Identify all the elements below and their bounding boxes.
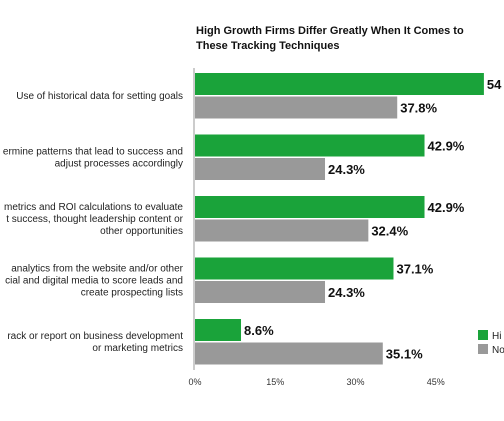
legend-swatch (478, 330, 488, 340)
chart-title: High Growth Firms Differ Greatly When It… (196, 25, 464, 52)
bar-value-label: 37.8% (400, 101, 437, 116)
bar-value-label: 42.9% (428, 200, 465, 215)
category-label: ermine patterns that lead to success and… (3, 146, 183, 169)
x-axis-ticks: 0% 15% 30% 45% (188, 377, 444, 387)
x-tick-label: 0% (188, 377, 201, 387)
legend-label: No (492, 345, 504, 356)
bar-value-label: 42.9% (428, 139, 465, 154)
legend-swatch (478, 344, 488, 354)
bar-no-growth (195, 342, 383, 365)
category-label: rack or report on business development or… (7, 331, 183, 354)
bar-high-growth (195, 257, 394, 280)
bar-no-growth (195, 219, 369, 242)
bar-high-growth (195, 134, 425, 157)
x-tick-label: 45% (427, 377, 445, 387)
bar-value-label: 8.6% (244, 323, 274, 338)
bar-value-label: 37.1% (396, 262, 433, 277)
bar-value-label: 24.3% (328, 162, 365, 177)
category-label: metrics and ROI calculations to evaluate… (4, 202, 184, 237)
bar-high-growth (195, 196, 425, 218)
x-tick-label: 30% (346, 377, 364, 387)
bar-no-growth (195, 158, 326, 180)
bar-no-growth (195, 96, 398, 119)
bars-layer: Use of historical data for setting goals… (3, 73, 502, 365)
category-label: Use of historical data for setting goals (16, 91, 183, 102)
legend-label: Hi (492, 331, 501, 342)
legend: Hi No (478, 330, 504, 356)
bar-value-label: 32.4% (371, 224, 408, 239)
bar-high-growth (195, 73, 484, 95)
bar-value-label: 24.3% (328, 285, 365, 300)
category-label: analytics from the website and/or other c… (5, 263, 184, 298)
bar-value-label: 54 (487, 77, 502, 92)
x-tick-label: 15% (266, 377, 284, 387)
bar-high-growth (195, 319, 242, 341)
bar-value-label: 35.1% (386, 347, 423, 362)
bar-no-growth (195, 281, 326, 303)
